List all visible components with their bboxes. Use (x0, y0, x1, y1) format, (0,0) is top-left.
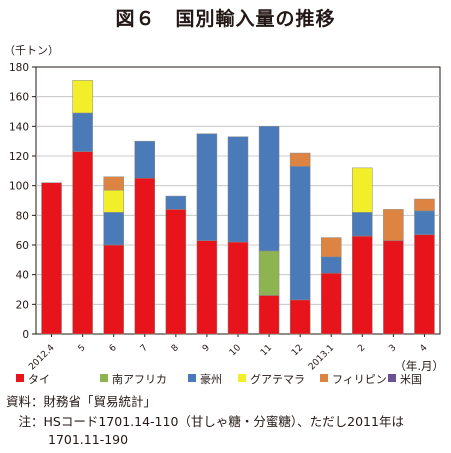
bar-segment (320, 237, 342, 258)
bar-segment (258, 295, 280, 335)
bar-segment (72, 80, 93, 114)
y-tick-labels: 0 20 40 60 80 100 120 140 160 180 (9, 62, 29, 341)
bar-segment (414, 198, 435, 212)
x-tick-label: 9 (201, 343, 212, 354)
bar-segment (352, 235, 373, 335)
bar-segment (196, 240, 218, 335)
y-tick-label: 60 (16, 240, 29, 252)
y-tick-label: 140 (9, 121, 29, 133)
legend-label: タイ (28, 373, 50, 386)
bar-segment (72, 151, 93, 335)
bar-segment (352, 212, 373, 237)
x-tick-label: 3 (387, 343, 398, 354)
legend-swatch (238, 374, 246, 382)
bars (41, 80, 435, 335)
x-axis-label: （年.月） (394, 359, 444, 373)
x-tick-label: 8 (170, 343, 181, 354)
bar-segment (383, 209, 404, 241)
bar-segment (227, 241, 249, 335)
legend-swatch (320, 374, 328, 382)
bar-segment (258, 126, 280, 252)
bar-segment (103, 244, 124, 335)
bar-segment (414, 234, 435, 335)
x-tick-label: 7 (139, 343, 150, 354)
bar-segment (289, 152, 311, 167)
y-tick-label: 20 (16, 299, 29, 311)
bar-segment (289, 166, 311, 301)
bar-segment (227, 136, 249, 243)
x-tick-label: 4 (418, 343, 429, 354)
bar-segment (103, 189, 124, 213)
legend-label: 南アフリカ (112, 373, 167, 386)
bar-segment (414, 210, 435, 235)
legend-label: グアテマラ (250, 372, 305, 386)
y-tick-label: 160 (9, 92, 29, 104)
legend-label: フィリピン (332, 373, 387, 386)
x-tick-label: 10 (228, 343, 243, 358)
bar-segment (165, 209, 187, 335)
legend-label: 米国 (400, 373, 422, 386)
bar-segment (103, 176, 124, 191)
legend: タイ 南アフリカ 豪州 グアテマラ フィリピン 米国 (16, 372, 422, 386)
x-tick-label: 6 (108, 343, 119, 354)
chart-title: 図６ 国別輸入量の推移 (115, 8, 336, 30)
x-tick-label: 2 (356, 343, 367, 354)
bar-segment (165, 195, 187, 210)
bar-segment (383, 240, 404, 335)
y-tick-label: 0 (22, 329, 29, 341)
legend-swatch (188, 374, 196, 382)
bar-segment (72, 112, 93, 152)
y-axis-label: （千トン） (4, 44, 59, 57)
x-tick-label: 11 (259, 343, 274, 358)
source-note: 資料：財務省「貿易統計」 (6, 394, 157, 409)
bar-segment (320, 256, 342, 274)
legend-label: 豪州 (200, 372, 222, 386)
x-tick-label: 2012.4 (27, 343, 57, 373)
bar-segment (258, 250, 280, 296)
hs-code-note-continued: 1701.11-190 (48, 432, 129, 447)
y-tick-label: 80 (16, 210, 29, 222)
x-tick-label: 2013.1 (307, 343, 336, 372)
bar-segment (196, 133, 218, 241)
stacked-bar-chart: 0 20 40 60 80 100 120 140 160 180 2012.4 5 6 7 8 9 10 11… (4, 44, 444, 386)
legend-swatch (16, 374, 24, 382)
legend-swatch (100, 374, 108, 382)
bar-segment (289, 299, 311, 335)
x-tick-labels: 2012.4 5 6 7 8 9 10 11 12 2013.1 2 3 4 (27, 343, 429, 373)
legend-swatch (388, 374, 396, 382)
hs-code-note: 注：HSコード1701.14-110（甘しゃ糖・分蜜糖）、ただし2011年は (6, 414, 404, 429)
bar-segment (103, 212, 124, 246)
y-tick-label: 100 (9, 181, 29, 193)
bar-segment (134, 178, 156, 335)
y-tick-label: 180 (9, 62, 29, 74)
x-tick-label: 12 (290, 343, 305, 358)
bar-segment (320, 272, 342, 335)
x-tick-label: 5 (77, 343, 88, 354)
bar-segment (134, 140, 156, 179)
y-tick-label: 40 (16, 270, 29, 282)
bar-segment (352, 167, 373, 213)
bar-segment (41, 182, 62, 335)
y-tick-label: 120 (9, 151, 29, 163)
